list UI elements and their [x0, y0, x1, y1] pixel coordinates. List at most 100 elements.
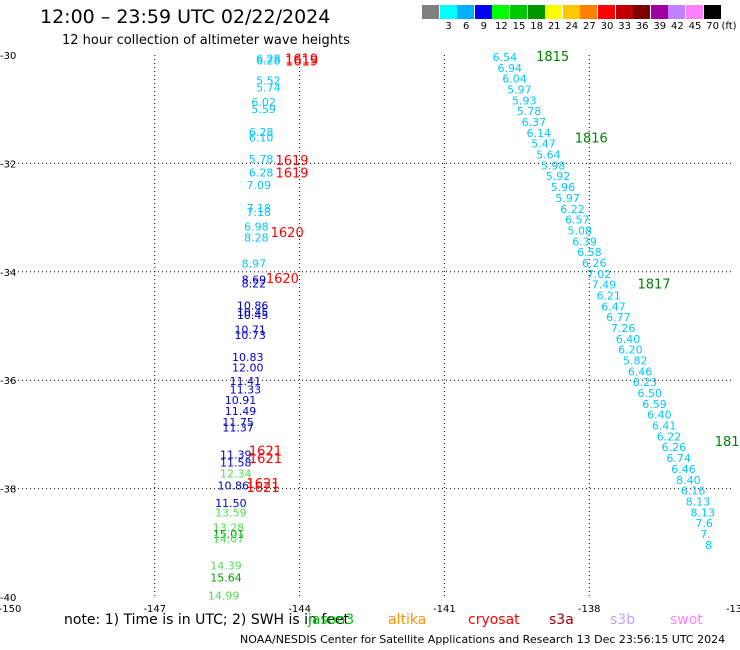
legend-swatch — [545, 5, 563, 19]
legend-swatch — [492, 5, 510, 19]
wave-height-value: 7.02 — [587, 268, 612, 281]
wave-height-value: 7.18 — [247, 206, 271, 219]
legend-label: 30 — [600, 21, 614, 32]
wave-height-value: 7.18 — [247, 202, 271, 215]
wave-height-value: 5.98 — [541, 159, 566, 172]
wave-height-value: 14.39 — [210, 559, 242, 572]
lat-tick-label: -36 — [0, 376, 16, 387]
legend-swatch — [510, 5, 527, 19]
wave-height-value: 8.69 — [242, 273, 267, 286]
legend-swatch — [527, 5, 545, 19]
lat-tick-label: -34 — [0, 268, 16, 279]
wave-height-value: 6.41 — [652, 420, 677, 433]
wave-height-value: 11.49 — [225, 405, 257, 418]
wave-height-value: 8.28 — [244, 232, 268, 245]
wave-height-value: 7.26 — [611, 322, 636, 335]
pass-time-label: 181 — [715, 435, 740, 450]
page-title: 12:00 – 23:59 UTC 02/22/2024 — [40, 6, 331, 28]
wave-height-value: 11.50 — [215, 497, 247, 510]
pass-time-label: 1620 — [271, 226, 304, 241]
wave-height-value: 10.91 — [225, 394, 257, 407]
legend-swatch — [580, 5, 598, 19]
wave-height-value: 6.57 — [565, 214, 590, 227]
wave-height-value: 12.00 — [232, 362, 264, 375]
wave-height-value: 5.74 — [256, 81, 281, 94]
legend-swatch — [439, 5, 457, 19]
wave-height-value: 14.99 — [208, 589, 240, 602]
legend-label: 3 — [445, 21, 452, 32]
pass-time-label: 1816 — [575, 131, 608, 146]
legend-label: 70 — [706, 21, 719, 32]
legend-swatch — [650, 5, 668, 19]
pass-time-label: 1620 — [266, 272, 299, 287]
wave-height-value: 6.21 — [596, 289, 621, 302]
legend-label: 27 — [583, 21, 596, 32]
wave-height-value: 5.78 — [249, 153, 273, 166]
legend-label: 42 — [671, 21, 684, 32]
wave-height-value: 6.74 — [666, 452, 691, 465]
wave-height-value: 11.39 — [220, 448, 252, 461]
satellite-label-cryosat: cryosat — [468, 612, 520, 628]
wave-height-value: 14.07 — [213, 532, 245, 545]
lon-tick-label: -138 — [578, 604, 601, 615]
wave-height-value: 6.94 — [497, 62, 522, 75]
wave-height-value: 6.23 — [633, 376, 658, 389]
wave-height-value: 13.28 — [213, 522, 245, 535]
wave-height-value: 6.28 — [249, 126, 273, 139]
pass-time-label: 1621 — [249, 445, 282, 460]
wave-height-value: 10.71 — [234, 324, 266, 337]
pass-time-label: 1621 — [247, 477, 280, 492]
wave-height-value: 15.01 — [213, 528, 245, 541]
wave-height-value: 6.50 — [637, 387, 662, 400]
wave-height-value: 11.41 — [230, 375, 262, 388]
wave-height-value: 5.59 — [251, 103, 275, 116]
wave-height-value: 11.37 — [222, 421, 254, 434]
pass-time-label: 1619 — [285, 53, 318, 68]
wave-height-value: 6.22 — [560, 203, 585, 216]
legend-label: 9 — [480, 21, 487, 32]
wave-height-value: 6.59 — [642, 398, 667, 411]
wave-height-value: 10.45 — [237, 306, 269, 319]
wave-height-value: 6.40 — [616, 333, 641, 346]
wave-height-value: 6.98 — [244, 221, 268, 234]
wave-height-value: 6.37 — [522, 116, 547, 129]
satellite-label-s3a: s3a — [549, 612, 574, 628]
pass-time-label: 1619 — [275, 154, 308, 169]
legend-label: 39 — [653, 21, 667, 32]
legend-swatch — [422, 5, 439, 19]
wave-height-value: 6.28 — [249, 167, 273, 180]
wave-height-value: 6.02 — [251, 96, 275, 109]
wave-height-value: 5.64 — [536, 149, 561, 162]
lat-tick-label: -40 — [0, 593, 16, 604]
satellite-label-s3b: s3b — [610, 612, 636, 628]
wave-height-value: 6.40 — [647, 409, 672, 422]
wave-height-value: 6.14 — [526, 127, 551, 140]
wave-height-value: 6.16 — [681, 485, 706, 498]
wave-height-value: 6.28 — [256, 53, 281, 66]
pass-time-label: 1619 — [275, 167, 308, 182]
wave-height-value: 5.93 — [512, 94, 537, 107]
credit-line: NOAA/NESDIS Center for Satellite Applica… — [240, 633, 726, 646]
pass-time-label: 1815 — [536, 50, 569, 65]
legend-label: 12 — [495, 21, 508, 32]
pass-time-label: 1621 — [247, 481, 280, 496]
wave-height-value: 8.97 — [242, 258, 267, 271]
wave-height-value: 11.75 — [222, 416, 254, 429]
lon-tick-label: -150 — [0, 604, 21, 615]
wave-height-value: 15.64 — [210, 571, 242, 584]
wave-height-value: 11.58 — [220, 457, 252, 470]
legend-swatch — [474, 5, 492, 19]
legend-label: 21 — [547, 21, 561, 32]
page-subtitle: 12 hour collection of altimeter wave hei… — [62, 33, 350, 48]
wave-height-value: 5.82 — [623, 355, 648, 368]
wave-height-value: 6.39 — [572, 235, 597, 248]
wave-height-value: 7.6 — [695, 517, 713, 530]
wave-height-value: 10.86 — [218, 479, 250, 492]
legend-unit: (ft) — [721, 21, 737, 32]
pass-time-label: 1817 — [637, 278, 670, 293]
legend-label: 33 — [618, 21, 631, 32]
wave-height-value: 6.58 — [577, 246, 602, 259]
wave-height-value: 11.33 — [230, 383, 262, 396]
wave-height-value: 6.28 — [256, 54, 281, 67]
